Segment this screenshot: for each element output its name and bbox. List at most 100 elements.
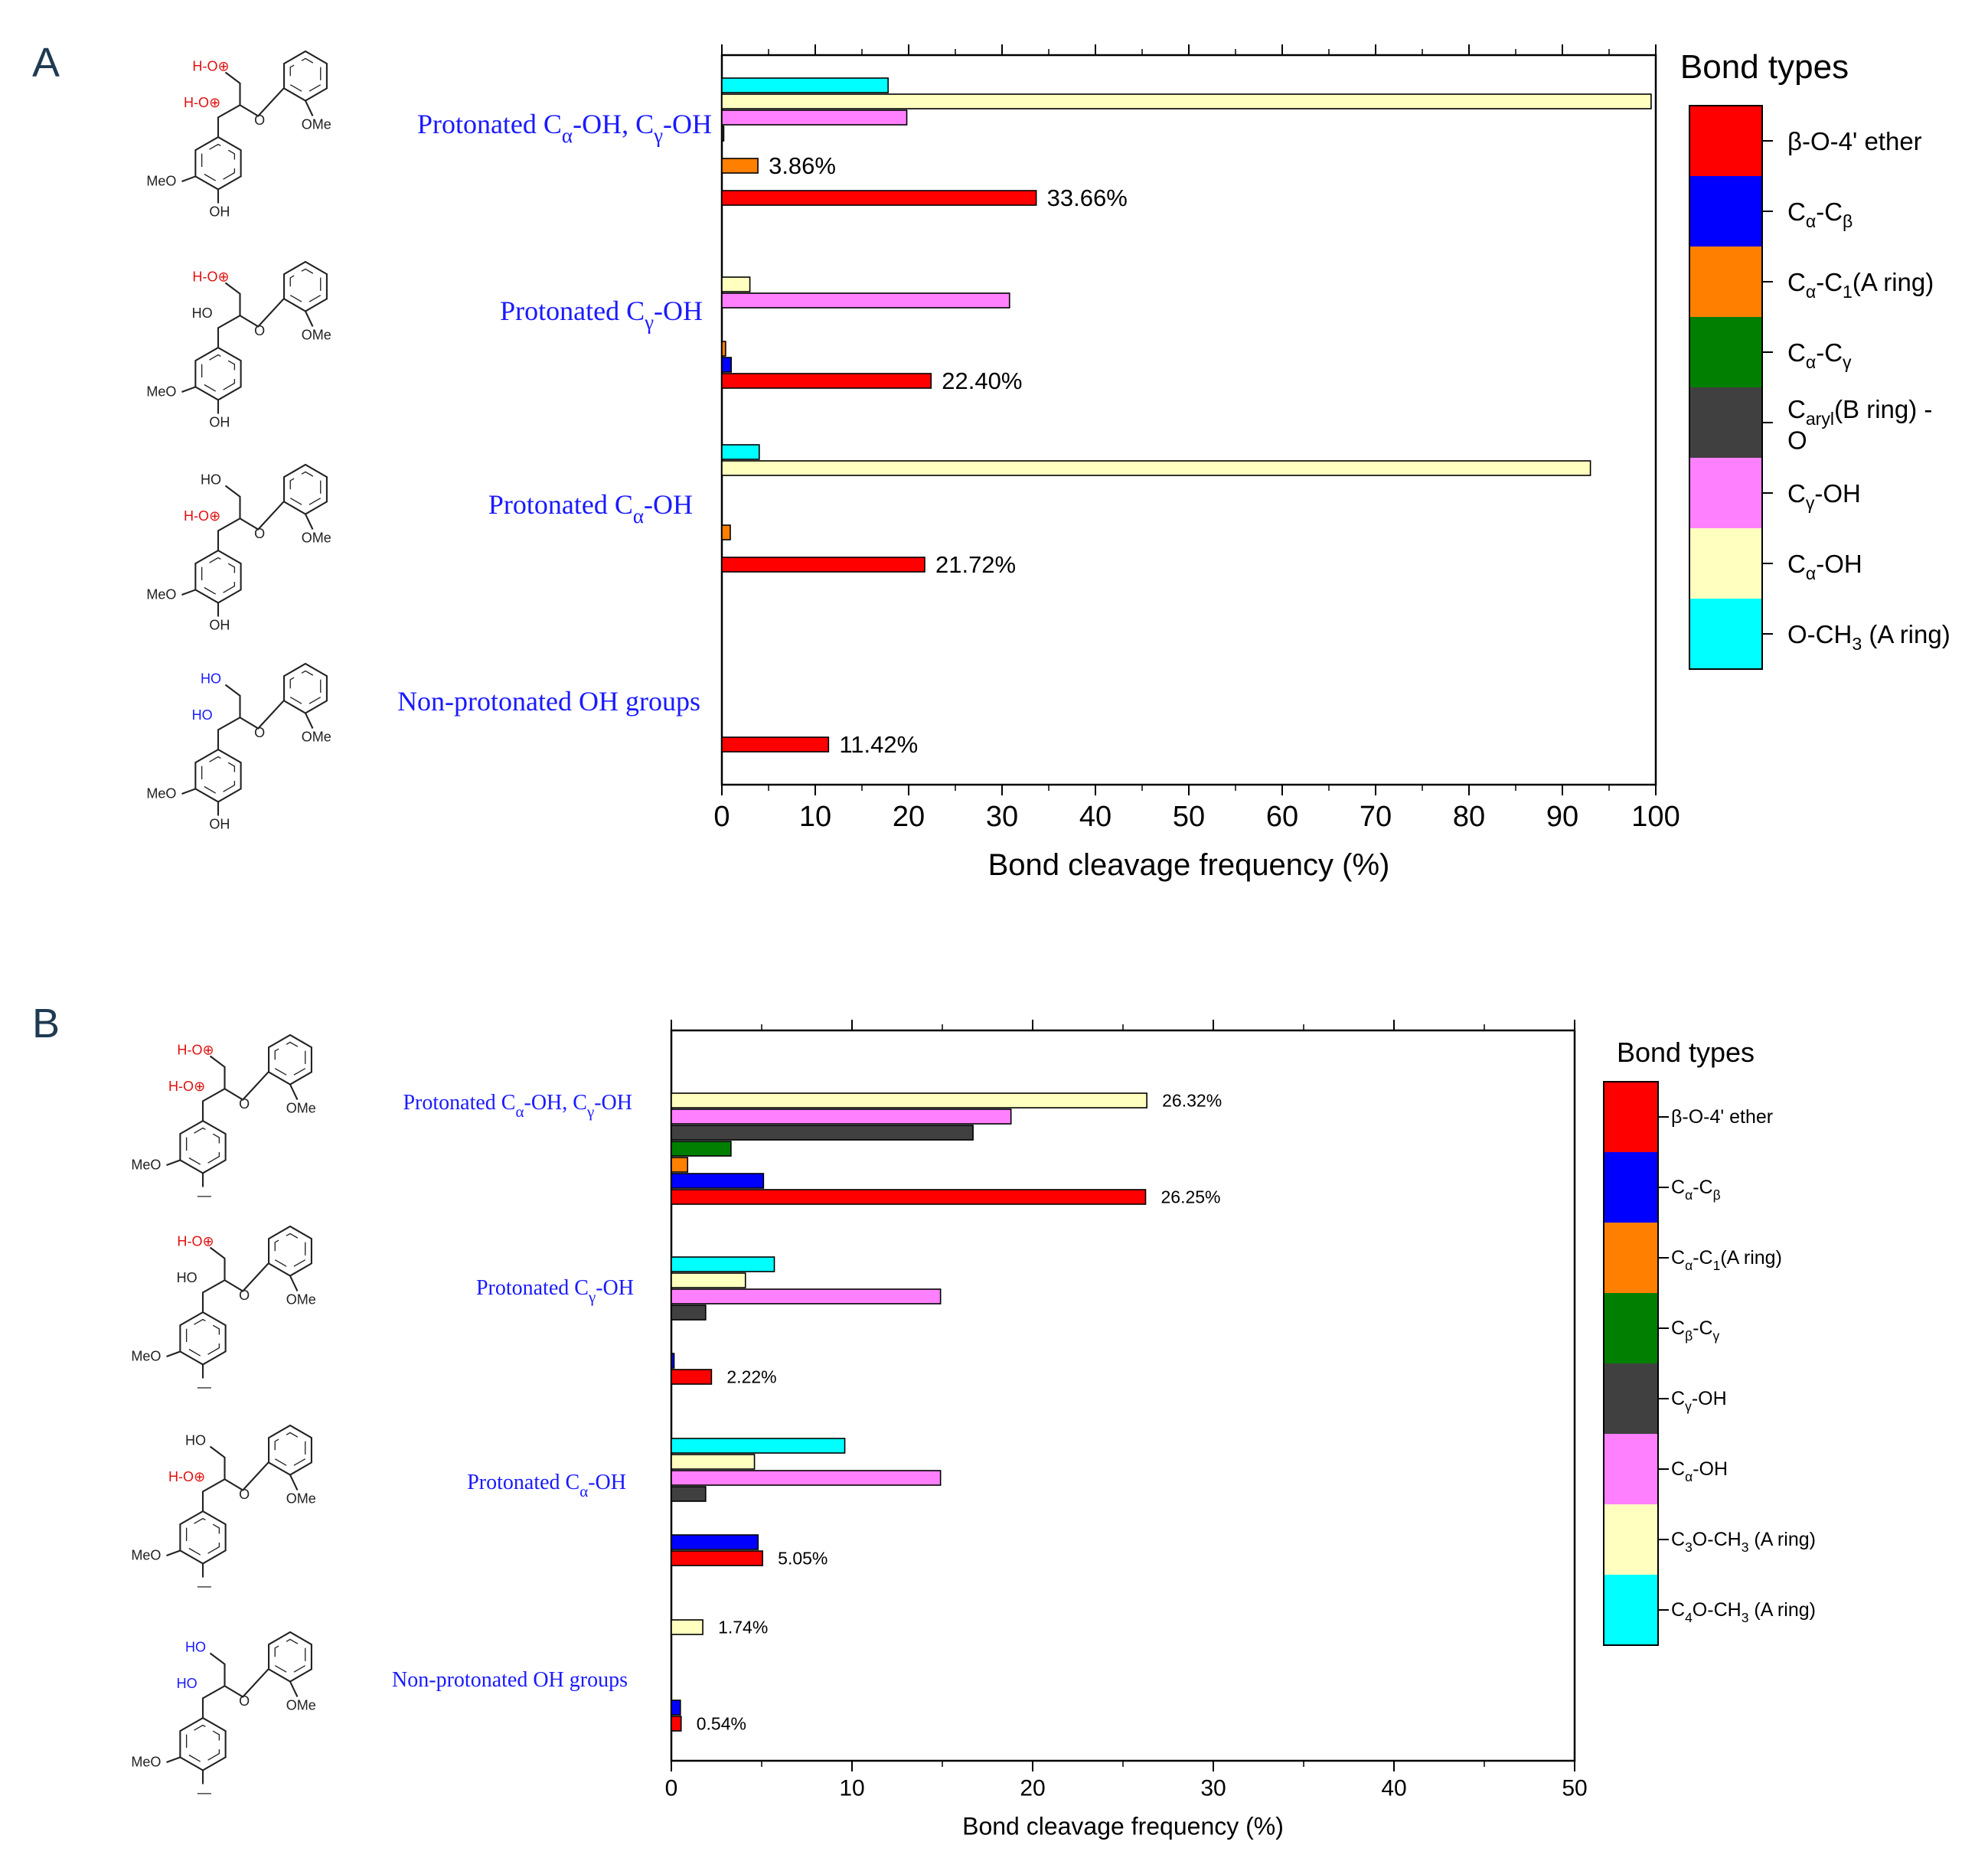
methoxy-glyph: MeO [146,384,176,400]
data-label: 21.72% [935,551,1016,578]
legend-swatch-o-ch3-a-ring [1689,599,1762,669]
x-tick-label: 10 [839,1776,864,1801]
lignin-dimer-structure: O OMe MeO OH H-O⊕ H-O⊕ [146,50,331,220]
gamma-oh-glyph: H-O⊕ [177,1043,214,1058]
bar-o-ch3-a-ring [721,444,760,460]
methoxy-glyph: OMe [302,531,331,546]
methoxy-glyph: OMe [302,117,331,132]
ether-oxygen-glyph: O [239,1693,250,1709]
data-label: 2.22% [726,1367,776,1387]
category-label: Protonated Cγ-OH [500,296,703,334]
alpha-oh-glyph: H-O⊕ [168,1469,205,1484]
ether-oxygen-glyph: O [254,113,265,128]
category-label: Protonated Cα-OH, Cγ-OH [417,109,712,147]
bar-o-4-ether [721,557,925,573]
bar-o-4-ether [721,190,1037,206]
plot-frame [720,54,1657,786]
legend-label: Cα-Cγ [1787,338,1852,373]
legend-swatch-o-4-ether [1604,1082,1658,1152]
legend-label: Cα-OH [1787,550,1862,584]
hydroxyl-glyph: — [197,1380,212,1395]
legend-swatch-caryl-b-ring-o [1689,387,1762,458]
category-label: Protonated Cα-OH [488,489,693,527]
methoxy-glyph: MeO [131,1548,161,1563]
lignin-dimer-structure: O OMe MeO — HO HO [131,1631,316,1801]
legend-swatch-c-c [1689,176,1762,247]
legend-label: Cα-OH [1671,1458,1728,1484]
x-tick-label: 70 [1360,801,1392,833]
bar-group-protonated-c-oh: 22.40% [721,276,1022,394]
methoxy-glyph: OMe [286,1491,316,1507]
bar-c-c1-a-ring [721,341,726,357]
hydroxyl-glyph: — [197,1188,212,1203]
legend-label: β-O-4' ether [1787,127,1922,155]
bar-c-oh [721,460,1591,476]
data-label: 3.86% [769,152,836,179]
x-tick-label: 20 [1020,1776,1045,1801]
legend-swatch-c-c [1604,1152,1658,1223]
x-tick-label: 20 [893,801,925,833]
data-label: 11.42% [839,731,918,758]
legend-swatch-c-oh [1604,1363,1658,1434]
hydroxyl-glyph: — [197,1785,212,1801]
alpha-oh-glyph: H-O⊕ [168,1079,205,1094]
x-tick-label: 40 [1079,801,1112,833]
legend-swatch-c-c1-a-ring [1604,1223,1658,1293]
bar-group-protonated-c-oh: 21.72% [721,444,1591,578]
panel-letter: B [32,1001,60,1047]
x-tick-label: 100 [1631,801,1680,833]
bar-c-oh [721,292,1010,309]
x-tick-label: 0 [665,1776,678,1801]
hydroxyl-glyph: OH [209,204,230,220]
x-tick-label: 40 [1381,1776,1406,1801]
legend-label-cont: O [1787,426,1807,455]
x-tick-label: 30 [1200,1776,1226,1801]
alpha-oh-glyph: HO [177,1270,197,1285]
bar-c-oh [671,1288,942,1304]
bar-c-oh [671,1304,707,1321]
bar-c-oh [671,1470,942,1486]
lignin-dimer-structure: O OMe MeO — HO H-O⊕ [131,1424,316,1594]
x-tick-label: 90 [1546,801,1578,833]
ether-oxygen-glyph: O [239,1288,250,1303]
bar-o-4-ether [671,1716,682,1732]
bar-c-oh [721,93,1652,109]
gamma-oh-glyph: HO [185,1640,206,1655]
methoxy-glyph: MeO [131,1349,161,1364]
legend-label: Cγ-OH [1787,479,1861,514]
category-label: Protonated Cα-OH, Cγ-OH [403,1091,632,1122]
methoxy-glyph: OMe [286,1292,316,1308]
legend-label: O-CH3 (A ring) [1787,620,1950,655]
data-label: 1.74% [718,1618,768,1638]
legend-swatch-o-4-ether [1689,106,1762,176]
legend-swatch-c-oh [1604,1434,1658,1504]
bar-group-non-protonated-oh-groups: 0.54% 1.74% [671,1618,768,1734]
bar-c-c1-a-ring [721,524,731,540]
bar-c-c [721,357,732,373]
bar-c3o-ch3-a-ring [671,1619,703,1635]
methoxy-glyph: MeO [146,786,176,802]
legend-label: Cα-Cβ [1671,1177,1721,1203]
bar-caryl-b-ring-o [721,126,725,142]
gamma-oh-glyph: HO [201,671,221,687]
data-label: 26.25% [1161,1187,1221,1207]
bar-c-c [671,1534,759,1550]
bar-c3o-ch3-a-ring [671,1454,756,1470]
gamma-oh-glyph: HO [185,1433,206,1448]
data-label: 0.54% [697,1714,746,1734]
legend-swatch-c-c [1689,317,1762,387]
bar-group-protonated-c-oh: 2.22% [671,1256,942,1387]
alpha-oh-glyph: H-O⊕ [184,95,220,110]
bar-c4o-ch3-a-ring [671,1256,775,1272]
ether-oxygen-glyph: O [254,526,265,541]
hydroxyl-glyph: OH [209,618,230,633]
legend-frame [1689,105,1763,670]
category-label: Protonated Cγ-OH [476,1276,634,1307]
lignin-dimer-structure: O OMe MeO — H-O⊕ HO [131,1225,316,1395]
ether-oxygen-glyph: O [254,725,265,740]
legend-label: Caryl(B ring) - [1787,394,1932,429]
gamma-oh-glyph: H-O⊕ [177,1234,214,1249]
panel-letter: A [32,40,60,86]
